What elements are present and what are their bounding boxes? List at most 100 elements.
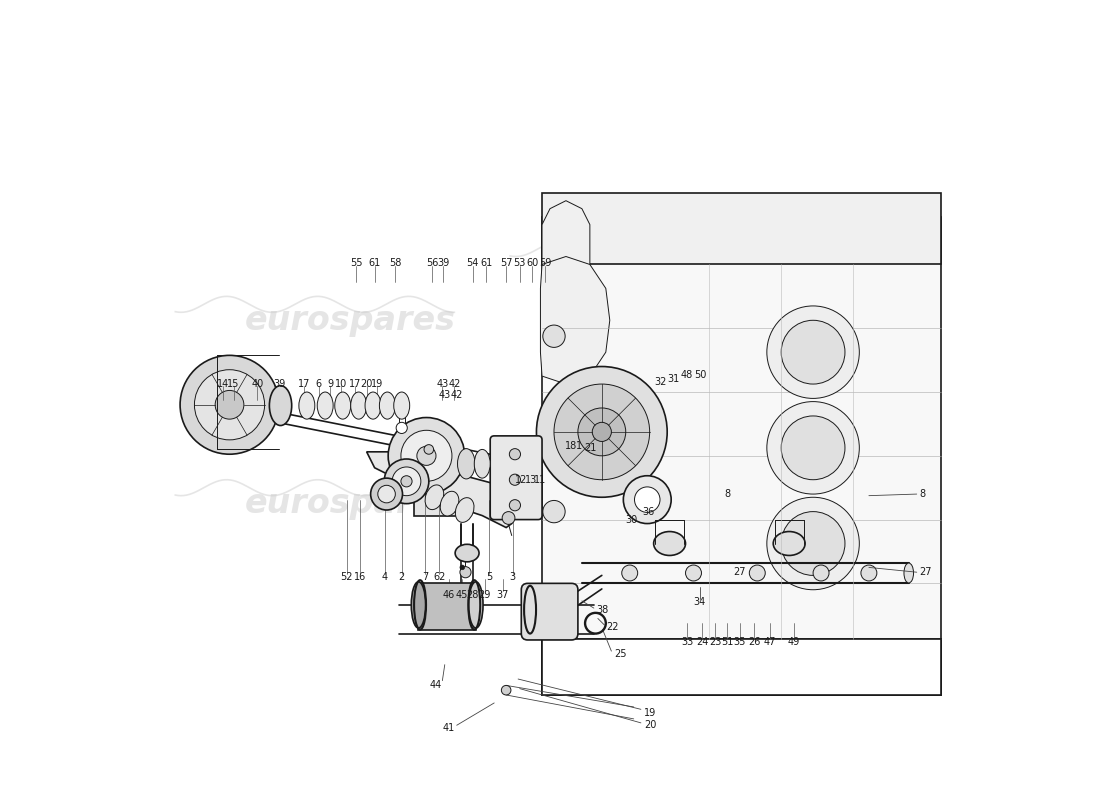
Ellipse shape xyxy=(299,392,315,419)
Circle shape xyxy=(417,446,436,466)
Ellipse shape xyxy=(351,392,366,419)
Ellipse shape xyxy=(334,392,351,419)
Text: 26: 26 xyxy=(748,638,760,647)
Text: 56: 56 xyxy=(426,258,438,268)
FancyBboxPatch shape xyxy=(521,583,578,640)
Text: 43: 43 xyxy=(437,379,449,389)
Ellipse shape xyxy=(904,563,913,583)
Circle shape xyxy=(554,384,650,480)
Text: 39: 39 xyxy=(273,379,285,389)
Text: 6: 6 xyxy=(316,379,322,389)
Polygon shape xyxy=(542,201,590,288)
Text: 46: 46 xyxy=(442,590,455,599)
Ellipse shape xyxy=(469,582,483,628)
Bar xyxy=(415,468,462,515)
Circle shape xyxy=(460,566,471,578)
Circle shape xyxy=(537,366,668,498)
Ellipse shape xyxy=(458,449,475,479)
Text: 51: 51 xyxy=(720,638,734,647)
Text: 30: 30 xyxy=(625,515,637,526)
Text: 35: 35 xyxy=(734,638,746,647)
Polygon shape xyxy=(540,257,609,384)
Circle shape xyxy=(392,467,421,496)
Text: 5: 5 xyxy=(486,572,493,582)
Text: 27: 27 xyxy=(920,567,932,578)
Text: 38: 38 xyxy=(596,606,608,615)
Text: 3: 3 xyxy=(509,572,516,582)
Text: 45: 45 xyxy=(455,590,468,599)
Text: 48: 48 xyxy=(681,370,693,380)
Circle shape xyxy=(216,390,244,419)
Ellipse shape xyxy=(474,450,491,478)
Circle shape xyxy=(781,320,845,384)
Text: 24: 24 xyxy=(696,638,708,647)
Text: 34: 34 xyxy=(694,598,706,607)
Text: 49: 49 xyxy=(788,638,800,647)
Circle shape xyxy=(509,449,520,460)
Text: 57: 57 xyxy=(499,258,513,268)
Circle shape xyxy=(820,666,838,685)
Circle shape xyxy=(542,588,565,610)
Circle shape xyxy=(384,459,429,504)
Text: 11: 11 xyxy=(535,474,547,485)
Bar xyxy=(542,217,940,695)
Text: 22: 22 xyxy=(606,622,619,632)
Text: 42: 42 xyxy=(448,379,461,389)
Text: 62: 62 xyxy=(433,572,446,582)
Text: 2: 2 xyxy=(398,572,405,582)
Text: 17: 17 xyxy=(349,379,361,389)
Text: 20: 20 xyxy=(645,720,657,730)
Text: 41: 41 xyxy=(442,723,455,734)
Text: 61: 61 xyxy=(480,258,493,268)
Ellipse shape xyxy=(365,392,381,419)
Polygon shape xyxy=(366,452,512,527)
Text: 15: 15 xyxy=(228,379,240,389)
Circle shape xyxy=(542,413,565,435)
Text: 32: 32 xyxy=(653,378,667,387)
Text: 28: 28 xyxy=(466,590,478,599)
Text: 36: 36 xyxy=(642,506,654,517)
Text: 25: 25 xyxy=(614,649,626,658)
Circle shape xyxy=(509,474,520,486)
Circle shape xyxy=(767,306,859,398)
Circle shape xyxy=(503,512,515,524)
Circle shape xyxy=(624,476,671,523)
Text: 12: 12 xyxy=(515,474,528,485)
Text: 54: 54 xyxy=(466,258,478,268)
Text: 17: 17 xyxy=(298,379,310,389)
Circle shape xyxy=(592,422,612,442)
Circle shape xyxy=(377,486,395,503)
Ellipse shape xyxy=(270,386,292,426)
Circle shape xyxy=(460,565,464,570)
Text: 58: 58 xyxy=(389,258,402,268)
Ellipse shape xyxy=(773,531,805,555)
Circle shape xyxy=(371,478,403,510)
Text: 1: 1 xyxy=(576,442,583,451)
Text: 59: 59 xyxy=(539,258,551,268)
Circle shape xyxy=(685,565,702,581)
Circle shape xyxy=(781,416,845,480)
Text: 44: 44 xyxy=(430,680,442,690)
Bar xyxy=(542,639,940,695)
Text: 27: 27 xyxy=(734,567,746,578)
Circle shape xyxy=(388,418,464,494)
Ellipse shape xyxy=(653,531,685,555)
Circle shape xyxy=(588,666,607,685)
Text: 9: 9 xyxy=(327,379,333,389)
Circle shape xyxy=(660,666,679,685)
Ellipse shape xyxy=(411,582,426,628)
Text: 20: 20 xyxy=(361,379,373,389)
Text: 13: 13 xyxy=(525,474,537,485)
Text: 42: 42 xyxy=(451,390,463,400)
Text: 21: 21 xyxy=(584,443,597,453)
Text: 4: 4 xyxy=(382,572,388,582)
Text: eurospares: eurospares xyxy=(245,304,456,337)
Ellipse shape xyxy=(440,491,459,516)
Circle shape xyxy=(635,487,660,513)
Circle shape xyxy=(749,565,766,581)
Text: eurospares: eurospares xyxy=(588,248,799,281)
Text: 8: 8 xyxy=(724,489,730,499)
Text: 40: 40 xyxy=(251,379,264,389)
Text: 43: 43 xyxy=(439,390,451,400)
Text: 33: 33 xyxy=(681,638,693,647)
